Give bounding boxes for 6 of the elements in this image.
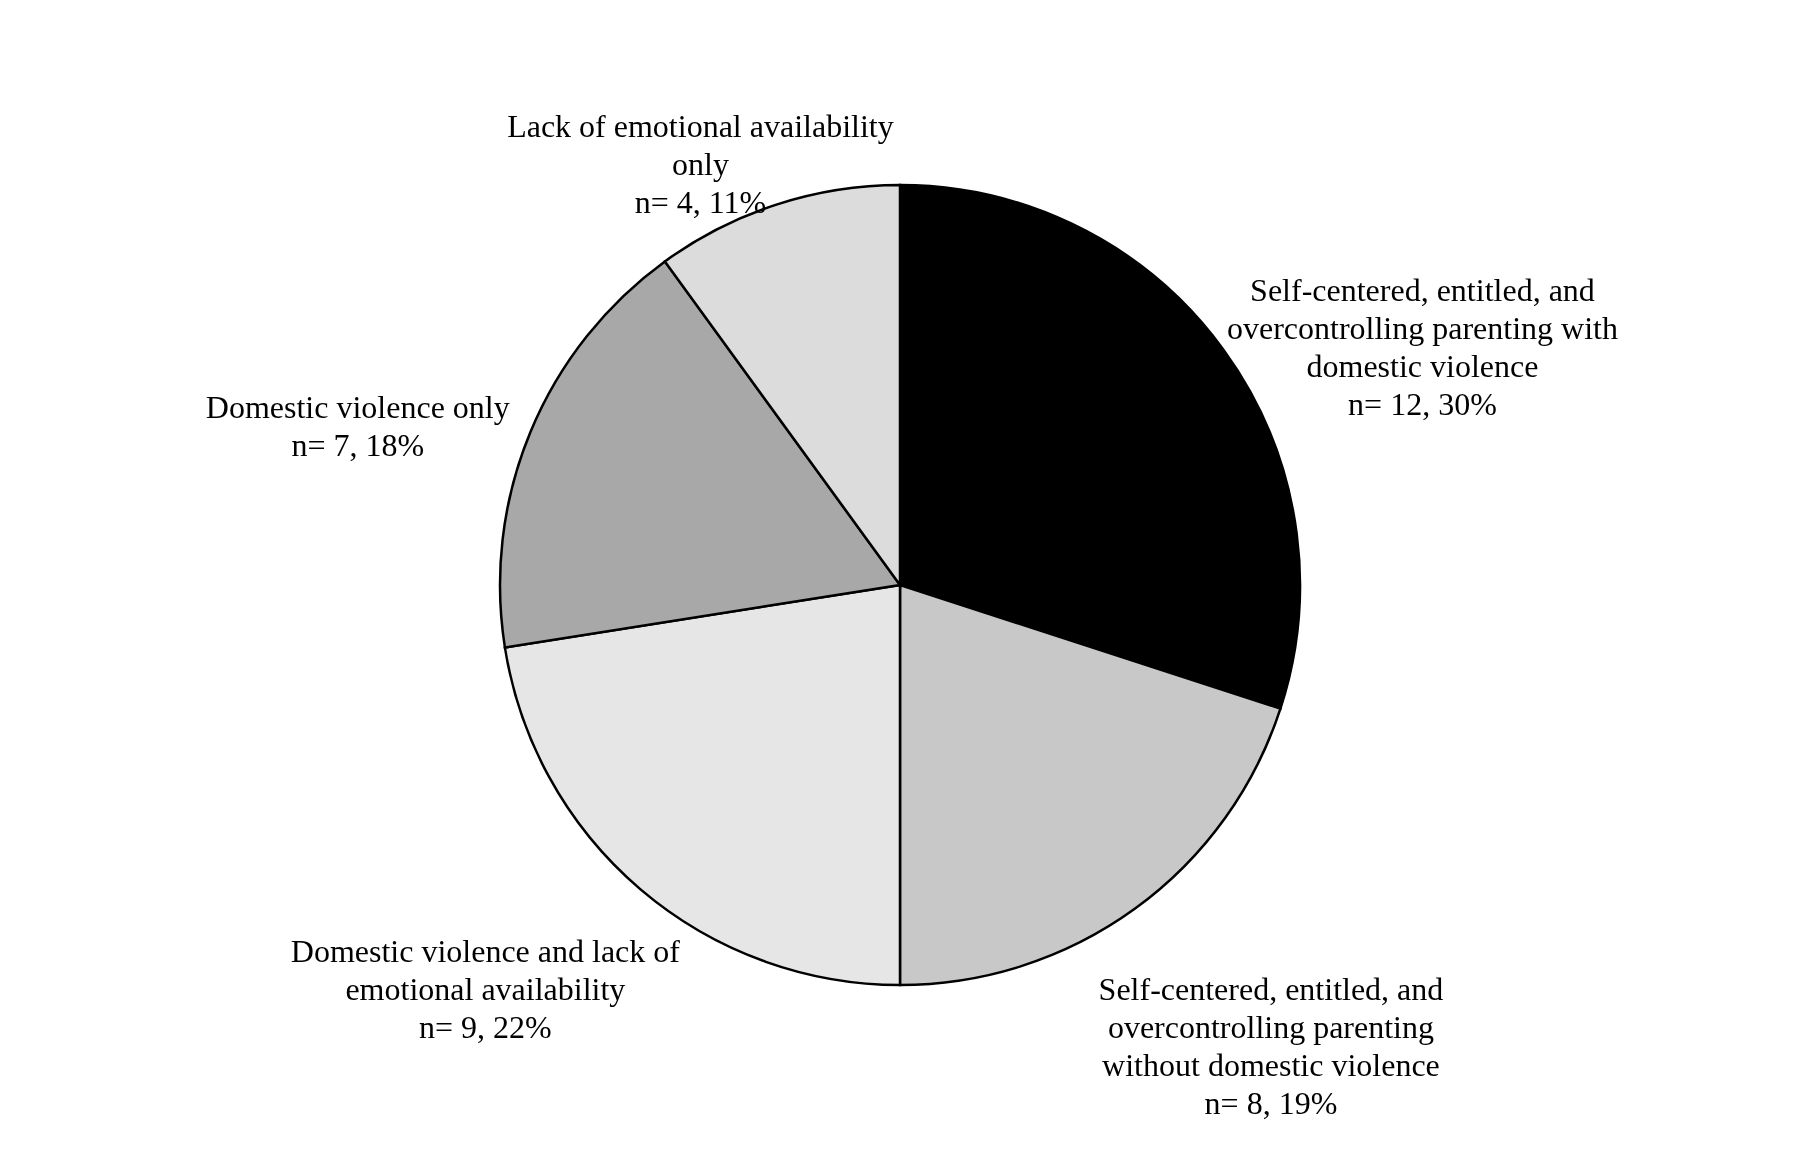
- data-label: n= 8, 19%: [1204, 1085, 1338, 1122]
- slice-label: Domestic violence only: [205, 388, 510, 425]
- data-label: n= 4, 11%: [634, 183, 767, 220]
- data-label: n= 7, 18%: [291, 426, 425, 463]
- data-label: n= 9, 22%: [419, 1008, 552, 1045]
- data-label: n= 12, 30%: [1348, 385, 1497, 422]
